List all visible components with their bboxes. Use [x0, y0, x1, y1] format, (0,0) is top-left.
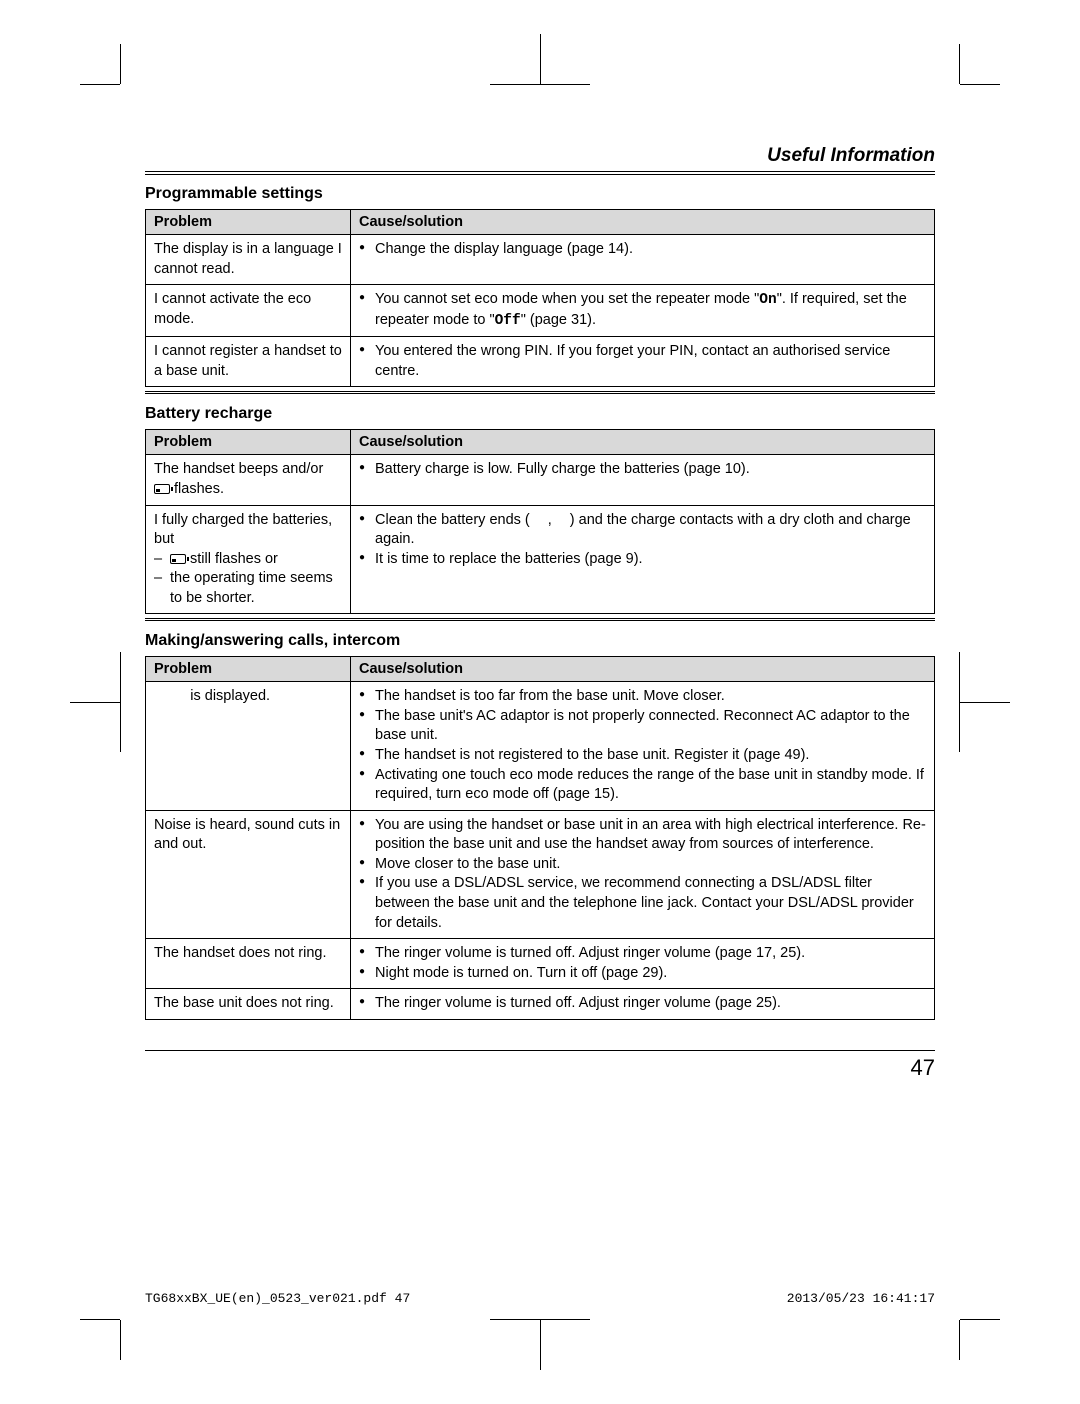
col-problem: Problem — [146, 210, 351, 235]
footer-timestamp: 2013/05/23 16:41:17 — [787, 1291, 935, 1306]
section-title-battery: Battery recharge — [145, 405, 935, 423]
page-number: 47 — [145, 1050, 935, 1081]
cell-solution: You cannot set eco mode when you set the… — [351, 285, 935, 337]
solution-item: If you use a DSL/ADSL service, we recomm… — [359, 874, 926, 933]
cell-problem: Noise is heard, sound cuts in and out. — [146, 810, 351, 938]
solution-item: The ringer volume is turned off. Adjust … — [359, 944, 926, 964]
solution-item: Clean the battery ends (,) and the charg… — [359, 511, 926, 550]
cell-problem: The base unit does not ring. — [146, 989, 351, 1020]
table-programmable: Problem Cause/solution The display is in… — [145, 209, 935, 387]
table-calls: Problem Cause/solution is displayed. The… — [145, 656, 935, 1019]
col-solution: Cause/solution — [351, 657, 935, 682]
solution-item: You are using the handset or base unit i… — [359, 816, 926, 855]
cell-solution: You are using the handset or base unit i… — [351, 810, 935, 938]
cell-solution: The ringer volume is turned off. Adjust … — [351, 989, 935, 1020]
section-title-calls: Making/answering calls, intercom — [145, 632, 935, 650]
table-row: Noise is heard, sound cuts in and out. Y… — [146, 810, 935, 938]
col-problem: Problem — [146, 430, 351, 455]
table-row: The handset does not ring. The ringer vo… — [146, 939, 935, 989]
solution-item: Night mode is turned on. Turn it off (pa… — [359, 964, 926, 984]
cell-solution: The handset is too far from the base uni… — [351, 682, 935, 810]
footer-filename: TG68xxBX_UE(en)_0523_ver021.pdf 47 — [145, 1291, 787, 1306]
section-separator — [145, 618, 935, 622]
section-separator — [145, 391, 935, 395]
table-battery: Problem Cause/solution The handset beeps… — [145, 429, 935, 614]
cell-solution: Battery charge is low. Fully charge the … — [351, 455, 935, 505]
solution-item: The ringer volume is turned off. Adjust … — [359, 994, 926, 1014]
battery-icon — [154, 484, 170, 494]
solution-item: You entered the wrong PIN. If you forget… — [359, 342, 926, 381]
solution-item: Change the display language (page 14). — [359, 240, 926, 260]
col-solution: Cause/solution — [351, 430, 935, 455]
table-row: is displayed. The handset is too far fro… — [146, 682, 935, 810]
table-row: I fully charged the batteries, but still… — [146, 505, 935, 614]
solution-item: You cannot set eco mode when you set the… — [359, 290, 926, 331]
solution-item: Activating one touch eco mode reduces th… — [359, 766, 926, 805]
cell-problem: The display is in a language I cannot re… — [146, 235, 351, 285]
col-problem: Problem — [146, 657, 351, 682]
cell-problem: I cannot register a handset to a base un… — [146, 337, 351, 387]
cell-solution: Change the display language (page 14). — [351, 235, 935, 285]
table-row: The display is in a language I cannot re… — [146, 235, 935, 285]
solution-item: The handset is not registered to the bas… — [359, 746, 926, 766]
cell-problem: I fully charged the batteries, but still… — [146, 505, 351, 614]
solution-item: It is time to replace the batteries (pag… — [359, 550, 926, 570]
section-title-programmable: Programmable settings — [145, 185, 935, 203]
solution-item: The base unit's AC adaptor is not proper… — [359, 707, 926, 746]
page-content: Useful Information Programmable settings… — [145, 145, 935, 1081]
solution-item: Move closer to the base unit. — [359, 855, 926, 875]
cell-problem: is displayed. — [146, 682, 351, 810]
dash-item: still flashes or — [154, 550, 342, 570]
cell-problem: The handset does not ring. — [146, 939, 351, 989]
section-header: Useful Information — [145, 145, 935, 175]
table-row: The handset beeps and/or flashes. Batter… — [146, 455, 935, 505]
table-row: I cannot register a handset to a base un… — [146, 337, 935, 387]
cell-solution: The ringer volume is turned off. Adjust … — [351, 939, 935, 989]
cell-solution: You entered the wrong PIN. If you forget… — [351, 337, 935, 387]
solution-item: The handset is too far from the base uni… — [359, 687, 926, 707]
dash-item: the operating time seems to be shorter. — [154, 569, 342, 608]
solution-item: Battery charge is low. Fully charge the … — [359, 460, 926, 480]
cell-solution: Clean the battery ends (,) and the charg… — [351, 505, 935, 614]
footer-meta: TG68xxBX_UE(en)_0523_ver021.pdf 47 2013/… — [145, 1291, 935, 1306]
col-solution: Cause/solution — [351, 210, 935, 235]
cell-problem: The handset beeps and/or flashes. — [146, 455, 351, 505]
table-row: I cannot activate the eco mode. You cann… — [146, 285, 935, 337]
cell-problem: I cannot activate the eco mode. — [146, 285, 351, 337]
table-row: The base unit does not ring. The ringer … — [146, 989, 935, 1020]
battery-icon — [170, 554, 186, 564]
